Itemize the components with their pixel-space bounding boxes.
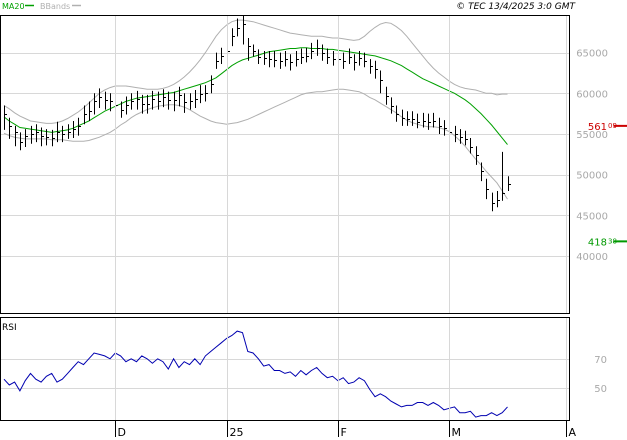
resistance-label-decimals: 09 (608, 122, 617, 130)
rsi-line (3, 330, 508, 418)
x-tick-label: D (118, 426, 126, 439)
price-tick-label: 50000 (576, 171, 608, 182)
resistance-label: 561 (588, 122, 607, 133)
rsi-tick-label: 50 (594, 384, 607, 395)
price-axis-ticks: 65000 60000 55000 50000 45000 40000 (576, 49, 608, 263)
legend-bbands-label: BBands (40, 2, 70, 11)
price-tick-label: 65000 (576, 49, 608, 60)
support-label-decimals: 38 (608, 237, 617, 245)
price-levels: 561 09 418 38 (588, 122, 627, 248)
legend-ma20-label: MA20 (2, 2, 25, 11)
bband-upper-line (3, 19, 508, 124)
x-tick-label: A (569, 426, 577, 439)
x-tick-label: 25 (230, 426, 244, 439)
rsi-polyline (3, 330, 508, 418)
rsi-panel: 70 50 RSI (0, 317, 607, 421)
price-tick-label: 40000 (576, 252, 608, 263)
price-tick-label: 55000 (576, 130, 608, 141)
price-tick-label: 60000 (576, 89, 608, 100)
price-gridlines (1, 53, 569, 257)
rsi-title: RSI (2, 323, 17, 333)
price-tick-label: 45000 (576, 211, 608, 222)
price-panel: 65000 60000 55000 50000 45000 40000 561 09 418 3… (0, 15, 627, 314)
ma20-polyline (3, 47, 508, 145)
rsi-tick-label: 70 (594, 355, 607, 366)
credit-text: © TEC 13/4/2025 3:0 GMT (456, 2, 576, 12)
rsi-panel-frame (0, 317, 570, 421)
ma20-line (3, 47, 508, 145)
rsi-gridlines (1, 359, 569, 389)
price-bars (4, 16, 511, 212)
x-tick-label: F (341, 426, 347, 439)
legend: MA20 BBands (2, 2, 81, 11)
x-axis: D 25 F M A (115, 16, 577, 439)
support-label: 418 (588, 237, 607, 248)
rsi-axis-ticks: 70 50 (594, 355, 607, 395)
x-tick-label: M (452, 426, 462, 439)
